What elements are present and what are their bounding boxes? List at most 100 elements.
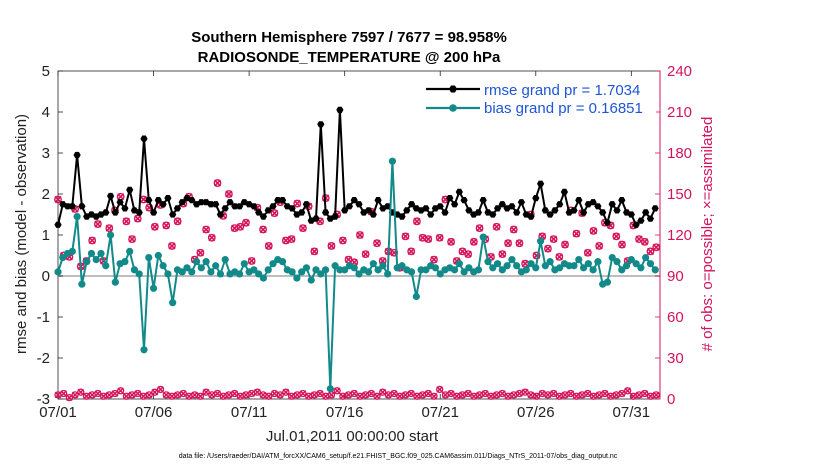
series-rmse-point — [317, 121, 325, 128]
series-bias-point — [350, 264, 358, 272]
series-bias-point — [632, 260, 640, 268]
series-bias-point — [388, 157, 397, 165]
series-rmse-point — [556, 201, 564, 208]
series-rmse-point — [560, 188, 568, 196]
obs-assimilated-low-marker — [248, 390, 256, 397]
series-rmse-point — [513, 209, 521, 216]
obs-possible-low-marker — [430, 392, 438, 400]
obs-assimilated-low-marker — [305, 392, 312, 400]
obs-assimilated-low-marker — [168, 392, 176, 400]
series-rmse-point — [298, 209, 306, 216]
obs-possible-marker — [509, 225, 518, 234]
obs-assimilated-marker — [413, 217, 421, 225]
obs-assimilated-low-marker — [510, 391, 518, 399]
series-rmse-point — [575, 197, 583, 204]
y-tick-label: -1 — [37, 309, 50, 326]
series-bias-point — [579, 264, 588, 272]
series-bias-point — [54, 268, 62, 276]
obs-assimilated-low-marker — [225, 391, 233, 399]
series-bias-point — [422, 266, 430, 274]
obs-assimilated-marker — [310, 247, 318, 255]
series-bias-point — [436, 270, 444, 278]
obs-assimilated-low-marker — [550, 390, 557, 397]
series-rmse-point — [121, 205, 129, 212]
series-rmse-point — [422, 205, 430, 212]
series-rmse-point — [403, 207, 411, 214]
obs-assimilated-low-marker — [197, 392, 204, 400]
series-bias-point — [135, 270, 143, 278]
obs-assimilated-low-marker — [470, 392, 478, 400]
series-bias-point — [331, 262, 339, 270]
obs-assimilated-marker — [299, 224, 307, 232]
obs-assimilated-marker — [510, 225, 518, 234]
series-bias-point — [489, 264, 497, 272]
obs-assimilated-marker — [572, 230, 580, 238]
obs-assimilated-low-marker — [100, 392, 107, 400]
obs-assimilated-marker — [493, 223, 501, 231]
series-bias-point — [154, 251, 162, 260]
obs-assimilated-low-marker — [77, 388, 85, 396]
obs-assimilated-marker — [316, 217, 324, 225]
chart-title: Southern Hemisphere 7597 / 7677 = 98.958… — [191, 29, 507, 46]
series-bias-point — [92, 256, 100, 264]
y-tick-label: 3 — [42, 145, 50, 162]
series-rmse-point — [259, 213, 267, 220]
series-rmse-point — [441, 209, 449, 216]
obs-assimilated-low-marker — [487, 392, 495, 400]
obs-assimilated-low-marker — [385, 391, 392, 399]
obs-possible-marker — [173, 217, 182, 226]
x-tick-label: 07/01 — [39, 404, 77, 421]
series-rmse-point — [68, 203, 76, 210]
y-tick-label: 5 — [42, 63, 50, 80]
obs-assimilated-low-marker — [595, 391, 603, 399]
obs-assimilated-low-marker — [66, 394, 73, 401]
obs-assimilated-marker — [470, 238, 478, 246]
series-rmse-point — [212, 201, 220, 208]
obs-assimilated-low-marker — [271, 390, 278, 397]
obs-assimilated-low-marker — [453, 392, 461, 400]
series-bias-point — [326, 385, 334, 393]
obs-assimilated-low-marker — [174, 391, 181, 399]
y-right-tick-label: 240 — [667, 63, 692, 80]
obs-assimilated-marker — [162, 221, 170, 229]
series-rmse-point — [126, 186, 134, 193]
series-bias-point — [145, 253, 153, 262]
series-rmse-point — [508, 203, 516, 210]
obs-possible-marker — [498, 250, 507, 259]
obs-assimilated-low-marker — [368, 390, 375, 397]
series-bias-point — [618, 266, 626, 274]
series-bias-point — [121, 258, 129, 266]
obs-assimilated-low-marker — [635, 391, 643, 399]
legend-box — [420, 76, 656, 122]
series-bias-point — [240, 260, 248, 268]
obs-assimilated-marker — [430, 256, 438, 264]
obs-possible-marker — [327, 242, 336, 250]
y-axis-label-right: # of obs: o=possible; ×=assimilated — [699, 117, 716, 352]
series-bias-point — [398, 262, 406, 270]
y-tick-label: -2 — [37, 350, 50, 367]
series-rmse-point — [498, 201, 506, 208]
legend: rmse grand pr = 1.7034 bias grand pr = 0… — [420, 76, 656, 122]
obs-possible-marker — [549, 235, 558, 244]
obs-assimilated-marker — [270, 209, 279, 217]
obs-possible-marker — [242, 218, 250, 227]
obs-assimilated-marker — [458, 247, 467, 255]
series-bias-point — [102, 262, 110, 270]
series-rmse-point — [140, 135, 148, 142]
series-rmse-point — [603, 219, 611, 226]
obs-assimilated-low-marker — [647, 392, 654, 400]
series-rmse-point — [599, 209, 607, 216]
series-rmse-point — [73, 151, 81, 159]
obs-assimilated-marker — [373, 239, 381, 247]
series-rmse-point — [646, 215, 654, 222]
obs-assimilated-low-marker — [293, 391, 301, 399]
series-rmse-point — [618, 197, 626, 204]
obs-assimilated-low-marker — [242, 391, 250, 399]
obs-assimilated-low-marker — [316, 390, 324, 397]
series-rmse-point — [102, 209, 110, 216]
obs-possible-marker — [264, 242, 273, 250]
series-bias-point — [192, 258, 201, 266]
series-bias-point — [78, 280, 86, 288]
series-bias-point — [97, 249, 105, 258]
obs-assimilated-low-marker — [128, 391, 136, 399]
